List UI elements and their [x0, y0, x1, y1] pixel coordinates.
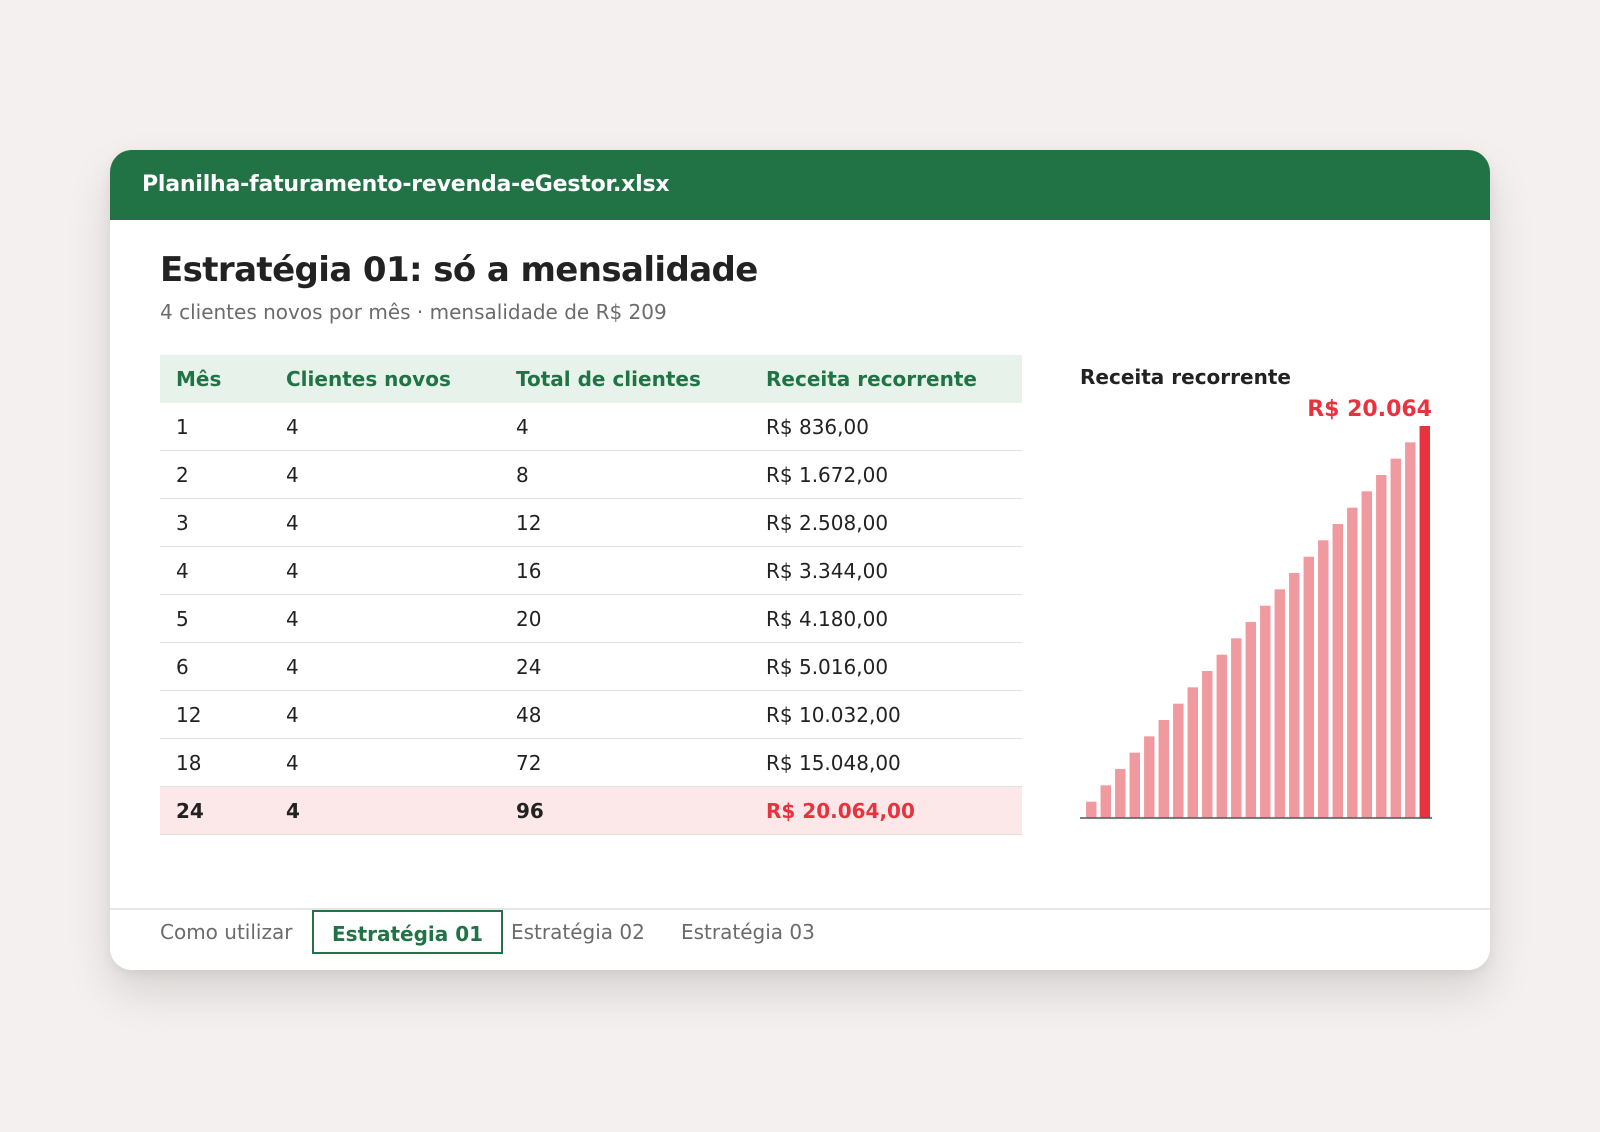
chart-bar: [1129, 752, 1140, 818]
table-row: 24 4 96 R$ 20.064,00: [160, 786, 1022, 835]
tab-estrategia-03[interactable]: Estratégia 03: [681, 920, 815, 944]
table-row: 4 4 16 R$ 3.344,00: [160, 546, 1022, 595]
chart-bar: [1260, 605, 1271, 818]
sheet-subtitle: 4 clientes novos por mês · mensalidade d…: [160, 300, 667, 324]
cell-receita[interactable]: R$ 2.508,00: [750, 498, 1022, 547]
cell-clientes-novos[interactable]: 4: [270, 450, 500, 499]
chart-bar: [1231, 638, 1242, 818]
cell-clientes-novos[interactable]: 4: [270, 403, 500, 451]
chart-bar: [1115, 769, 1126, 818]
cell-mes[interactable]: 12: [160, 690, 270, 739]
cell-clientes-novos[interactable]: 4: [270, 546, 500, 595]
table-row: 5 4 20 R$ 4.180,00: [160, 594, 1022, 643]
chart-bar: [1158, 720, 1169, 818]
chart-bar: [1318, 540, 1329, 818]
cell-clientes-novos[interactable]: 4: [270, 498, 500, 547]
cell-total-clientes[interactable]: 12: [500, 498, 750, 547]
cell-mes[interactable]: 4: [160, 546, 270, 595]
sheet-tabs: Como utilizar Estratégia 01 Estratégia 0…: [110, 908, 1490, 970]
chart-title: Receita recorrente: [1080, 365, 1291, 389]
table-row: 12 4 48 R$ 10.032,00: [160, 690, 1022, 739]
cell-receita[interactable]: R$ 836,00: [750, 403, 1022, 451]
chart-bar: [1332, 524, 1343, 818]
cell-receita[interactable]: R$ 20.064,00: [750, 786, 1022, 835]
sheet-title: Estratégia 01: só a mensalidade: [160, 250, 758, 290]
cell-mes[interactable]: 5: [160, 594, 270, 643]
cell-clientes-novos[interactable]: 4: [270, 594, 500, 643]
chart-bar: [1376, 475, 1387, 818]
chart-bar: [1202, 671, 1213, 818]
cell-receita[interactable]: R$ 15.048,00: [750, 738, 1022, 787]
cell-total-clientes[interactable]: 8: [500, 450, 750, 499]
chart-bar: [1274, 589, 1285, 818]
spreadsheet-window: Planilha-faturamento-revenda-eGestor.xls…: [110, 150, 1490, 970]
chart-bar: [1173, 703, 1184, 818]
cell-receita[interactable]: R$ 5.016,00: [750, 642, 1022, 691]
chart-bar: [1289, 573, 1300, 818]
chart-bar: [1303, 556, 1314, 818]
cell-total-clientes[interactable]: 24: [500, 642, 750, 691]
cell-total-clientes[interactable]: 4: [500, 403, 750, 451]
table-row: 2 4 8 R$ 1.672,00: [160, 450, 1022, 499]
chart-bar: [1086, 801, 1097, 818]
chart-bar: [1361, 491, 1372, 818]
table-row: 1 4 4 R$ 836,00: [160, 403, 1022, 451]
table-header-row: Mês Clientes novos Total de clientes Rec…: [160, 355, 1022, 403]
title-bar: Planilha-faturamento-revenda-eGestor.xls…: [110, 150, 1490, 220]
cell-total-clientes[interactable]: 96: [500, 786, 750, 835]
cell-clientes-novos[interactable]: 4: [270, 690, 500, 739]
table-row: 18 4 72 R$ 15.048,00: [160, 738, 1022, 787]
header-total-clientes[interactable]: Total de clientes: [500, 355, 750, 403]
chart-bar: [1405, 442, 1416, 818]
header-mes[interactable]: Mês: [160, 355, 270, 403]
cell-clientes-novos[interactable]: 4: [270, 786, 500, 835]
cell-mes[interactable]: 18: [160, 738, 270, 787]
cell-total-clientes[interactable]: 20: [500, 594, 750, 643]
chart-bar: [1100, 785, 1111, 818]
header-clientes-novos[interactable]: Clientes novos: [270, 355, 500, 403]
cell-clientes-novos[interactable]: 4: [270, 642, 500, 691]
revenue-table: Mês Clientes novos Total de clientes Rec…: [160, 355, 1022, 835]
cell-mes[interactable]: 3: [160, 498, 270, 547]
chart-bar: [1216, 654, 1227, 818]
file-name: Planilha-faturamento-revenda-eGestor.xls…: [142, 172, 670, 197]
chart-bar: [1144, 736, 1155, 818]
cell-total-clientes[interactable]: 72: [500, 738, 750, 787]
chart-bar: [1347, 507, 1358, 818]
cell-mes[interactable]: 2: [160, 450, 270, 499]
cell-receita[interactable]: R$ 3.344,00: [750, 546, 1022, 595]
tab-como-utilizar[interactable]: Como utilizar: [160, 920, 293, 944]
cell-total-clientes[interactable]: 48: [500, 690, 750, 739]
cell-mes[interactable]: 24: [160, 786, 270, 835]
revenue-chart: R$ 20.064: [1080, 397, 1432, 819]
chart-bar: [1390, 458, 1401, 818]
cell-receita[interactable]: R$ 10.032,00: [750, 690, 1022, 739]
table-row: 3 4 12 R$ 2.508,00: [160, 498, 1022, 547]
chart-bar: [1245, 622, 1256, 818]
chart-bar: [1419, 426, 1430, 818]
table-row: 6 4 24 R$ 5.016,00: [160, 642, 1022, 691]
header-receita[interactable]: Receita recorrente: [750, 355, 1022, 403]
cell-total-clientes[interactable]: 16: [500, 546, 750, 595]
chart-bar: [1187, 687, 1198, 818]
cell-receita[interactable]: R$ 4.180,00: [750, 594, 1022, 643]
tab-estrategia-02[interactable]: Estratégia 02: [511, 920, 645, 944]
tab-estrategia-01[interactable]: Estratégia 01: [312, 910, 504, 954]
cell-clientes-novos[interactable]: 4: [270, 738, 500, 787]
cell-mes[interactable]: 6: [160, 642, 270, 691]
chart-last-value-label: R$ 20.064: [1307, 397, 1432, 422]
cell-receita[interactable]: R$ 1.672,00: [750, 450, 1022, 499]
cell-mes[interactable]: 1: [160, 403, 270, 451]
